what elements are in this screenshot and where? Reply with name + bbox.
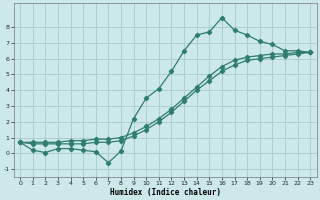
X-axis label: Humidex (Indice chaleur): Humidex (Indice chaleur) xyxy=(110,188,221,197)
